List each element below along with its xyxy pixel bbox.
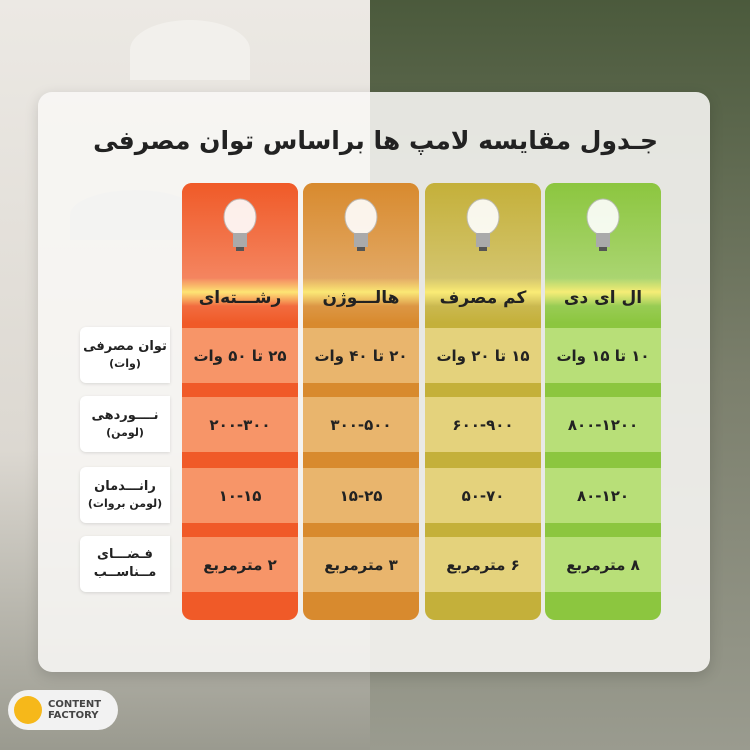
column-name: رشـــته‌ای <box>198 288 282 308</box>
column-name: هالـــوژن <box>322 288 400 308</box>
column-0: ال ای دی ۱۰ تا ۱۵ وات ۸۰۰-۱۲۰۰ ۸۰-۱۲۰ ۸ مترم… <box>545 183 661 620</box>
pendant-lamp <box>130 20 250 80</box>
table-cell: ۸ مترمربع <box>545 537 661 592</box>
column-2: هالـــوژن ۲۰ تا ۴۰ وات ۳۰۰-۵۰۰ ۱۵-۲۵ ۳ مترمر… <box>303 183 419 620</box>
table-cell: ۶ مترمربع <box>425 537 541 592</box>
table-cell: ۲۰۰-۳۰۰ <box>182 397 298 452</box>
incandescent-bulb-icon <box>223 198 257 251</box>
row-label-efficiency: رانـــدمان (لومن بروات) <box>80 467 170 523</box>
table-cell: ۲ مترمربع <box>182 537 298 592</box>
glow <box>182 278 298 306</box>
column-name: کم مصرف <box>439 288 527 308</box>
led-bulb-icon <box>586 198 620 251</box>
table-cell: ۱۰ تا ۱۵ وات <box>545 328 661 383</box>
logo-icon <box>14 696 42 724</box>
row-label-power: توان مصرفی (وات) <box>80 327 170 383</box>
column-1: کم مصرف ۱۵ تا ۲۰ وات ۶۰۰-۹۰۰ ۵۰-۷۰ ۶ مترمربع <box>425 183 541 620</box>
halogen-bulb-icon <box>344 198 378 251</box>
table-cell: ۳۰۰-۵۰۰ <box>303 397 419 452</box>
cfl-bulb-icon <box>466 198 500 251</box>
table-cell: ۱۵-۲۵ <box>303 468 419 523</box>
table-cell: ۲۰ تا ۴۰ وات <box>303 328 419 383</box>
table-cell: ۱۵ تا ۲۰ وات <box>425 328 541 383</box>
glow <box>425 278 541 306</box>
content-factory-logo: CONTENT FACTORY <box>8 690 118 730</box>
table-cell: ۵۰-۷۰ <box>425 468 541 523</box>
table-cell: ۱۰-۱۵ <box>182 468 298 523</box>
page-title: جـدول مقایسه لامپ ها براساس توان مصرفی <box>93 126 658 155</box>
column-name: ال ای دی <box>563 288 643 308</box>
row-label-area: فـضـــای مــناســب <box>80 536 170 592</box>
glow <box>545 278 661 306</box>
row-label-lumens: نــــوردهی (لومن) <box>80 396 170 452</box>
table-cell: ۸۰۰-۱۲۰۰ <box>545 397 661 452</box>
glow <box>303 278 419 306</box>
table-cell: ۲۵ تا ۵۰ وات <box>182 328 298 383</box>
table-cell: ۶۰۰-۹۰۰ <box>425 397 541 452</box>
table-cell: ۳ مترمربع <box>303 537 419 592</box>
column-3: رشـــته‌ای ۲۵ تا ۵۰ وات ۲۰۰-۳۰۰ ۱۰-۱۵ ۲ مترم… <box>182 183 298 620</box>
table-cell: ۸۰-۱۲۰ <box>545 468 661 523</box>
